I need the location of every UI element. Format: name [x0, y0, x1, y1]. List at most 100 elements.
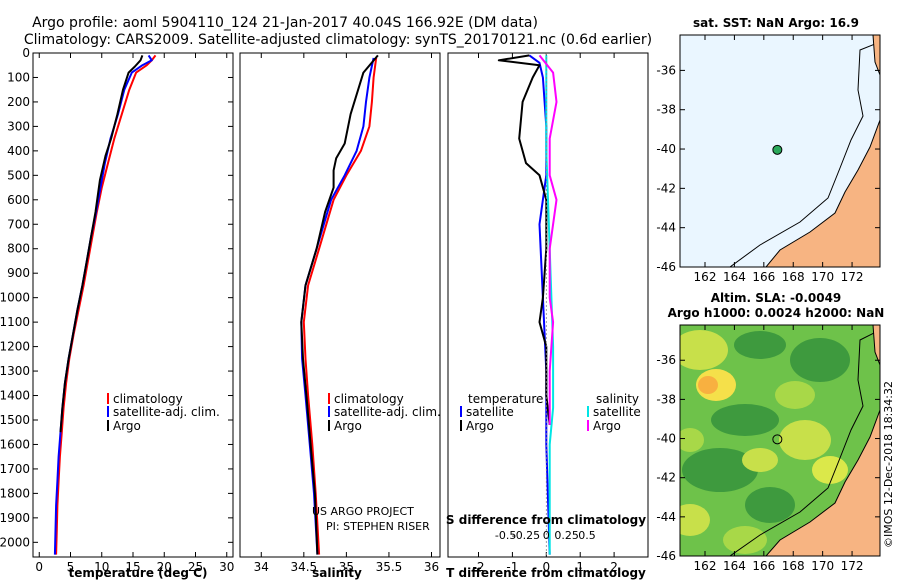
- x-tick-label: 10: [94, 560, 109, 574]
- legend-label-satellite: satellite-adj. clim.: [113, 405, 220, 419]
- x-tick-label: 1: [576, 560, 584, 574]
- depth-tick-label: 500: [7, 168, 30, 182]
- depth-tick-label: 1500: [0, 413, 30, 427]
- depth-tick-label: 700: [7, 217, 30, 231]
- legend-label-s-argo: Argo: [593, 419, 621, 433]
- depth-tick-label: 2000: [0, 535, 30, 549]
- legend-label-s-satellite: satellite: [593, 405, 641, 419]
- temperature-panel: 0100200300400500600700800900100011001200…: [0, 46, 648, 580]
- title-line-1: Argo profile: aoml 5904110_124 21-Jan-20…: [32, 15, 538, 31]
- legend-title-salinity: salinity: [596, 392, 639, 406]
- depth-tick-label: 1600: [0, 437, 30, 451]
- sla-field: [680, 325, 880, 556]
- x-tick-label: 15: [125, 560, 140, 574]
- s-difference-axis: -0.5-0.25 0 0.25 0.5: [495, 529, 596, 542]
- legend-title-temperature: temperature: [468, 392, 543, 406]
- depth-tick-label: 300: [7, 119, 30, 133]
- legend-label-t-satellite: satellite: [466, 405, 514, 419]
- x-tick-label: 36: [424, 560, 439, 574]
- series-line-argo: [300, 54, 379, 555]
- s-tick-label: -0.25: [512, 529, 540, 542]
- s-tick-label: 0.5: [578, 529, 596, 542]
- temperature-plot-frame: [32, 52, 234, 558]
- lon-tick-label: 172: [841, 270, 864, 284]
- depth-tick-label: 200: [7, 95, 30, 109]
- x-tick-label: 2: [610, 560, 618, 574]
- depth-tick-label: 1700: [0, 462, 30, 476]
- sla-map-title: Altim. SLA: -0.0049: [711, 291, 842, 305]
- sst-map-title: sat. SST: NaN Argo: 16.9: [693, 16, 859, 30]
- series-line-climatology: [302, 57, 378, 555]
- depth-tick-label: 400: [7, 144, 30, 158]
- lat-tick-label: -42: [656, 471, 676, 485]
- lon-tick-label: 162: [694, 559, 717, 573]
- salinity-axis: 34 34.5 35 35.5 36: [254, 53, 439, 574]
- s-tick-label: 0: [543, 529, 550, 542]
- temperature-axis-label: temperature (deg C): [69, 566, 208, 580]
- x-tick-label: -1: [506, 560, 518, 574]
- lon-tick-label: 170: [811, 270, 834, 284]
- lon-tick-label: 164: [723, 559, 746, 573]
- legend-label-t-argo: Argo: [466, 419, 494, 433]
- salinity-plot-frame: [239, 52, 441, 558]
- credit-pi: PI: STEPHEN RISER: [326, 520, 430, 533]
- x-tick-label: 0: [35, 560, 43, 574]
- difference-legend-salinity: salinity satellite Argo: [587, 392, 641, 433]
- x-tick-label: 25: [188, 560, 203, 574]
- legend-label-climatology: climatology: [334, 392, 404, 406]
- lat-tick-label: -38: [656, 392, 676, 406]
- sla-land-south-island: [765, 325, 880, 556]
- depth-tick-label: 1400: [0, 389, 30, 403]
- depth-tick-label: 0: [22, 46, 30, 60]
- x-tick-label: 34: [254, 560, 269, 574]
- lat-tick-label: -40: [656, 142, 676, 156]
- lat-tick-label: -42: [656, 181, 676, 195]
- difference-panel: -2 -1 0 1 2 -0.5-0.25 0 0.25 0.5 S difference f…: [446, 52, 649, 580]
- lon-tick-label: 164: [723, 270, 746, 284]
- depth-tick-label: 100: [7, 70, 30, 84]
- temperature-legend: climatology satellite-adj. clim. Argo: [107, 392, 220, 433]
- lat-tick-label: -44: [656, 221, 676, 235]
- series-line-s-argo: [538, 54, 558, 425]
- lon-tick-label: 172: [841, 559, 864, 573]
- float-position-marker: [772, 144, 783, 155]
- sla-map-frame: [679, 324, 881, 557]
- temperature-axis: 0 5 10 15 20 25 30: [35, 53, 234, 574]
- lon-tick-label: 168: [782, 559, 805, 573]
- title-line-2: Climatology: CARS2009. Satellite-adjuste…: [24, 32, 652, 48]
- credit-project: US ARGO PROJECT: [312, 505, 414, 518]
- sst-map-frame: [679, 34, 881, 268]
- lat-tick-label: -46: [656, 549, 676, 563]
- lat-tick-label: -44: [656, 510, 676, 524]
- s-tick-label: 0.25: [554, 529, 579, 542]
- x-tick-label: -2: [473, 560, 485, 574]
- sst-land-south-island: [765, 35, 880, 267]
- imos-timestamp: ©IMOS 12-Dec-2018 18:34:32: [882, 381, 895, 548]
- salinity-axis-label: salinity: [312, 566, 362, 580]
- x-tick-label: 20: [157, 560, 172, 574]
- lon-tick-label: 166: [752, 270, 775, 284]
- lat-tick-label: -40: [656, 432, 676, 446]
- sla-map-subtitle: Argo h1000: 0.0024 h2000: NaN: [668, 306, 885, 320]
- depth-tick-label: 1900: [0, 511, 30, 525]
- depth-tick-label: 1300: [0, 364, 30, 378]
- depth-tick-label: 600: [7, 193, 30, 207]
- depth-tick-label: 900: [7, 266, 30, 280]
- float-position-marker: [772, 434, 783, 445]
- lon-tick-label: 162: [694, 270, 717, 284]
- s-tick-label: -0.5: [495, 529, 516, 542]
- lon-tick-label: 168: [782, 270, 805, 284]
- series-line-argo: [59, 55, 144, 433]
- x-tick-label: 5: [67, 560, 75, 574]
- x-tick-label: 35.5: [376, 560, 403, 574]
- sla-map: Altim. SLA: -0.0049 Argo h1000: 0.0024 h…: [656, 291, 884, 573]
- t-difference-axis: -2 -1 0 1 2: [473, 53, 618, 574]
- lon-tick-label: 166: [752, 559, 775, 573]
- lon-tick-label: 170: [811, 559, 834, 573]
- t-difference-label: T difference from climatology: [446, 566, 646, 580]
- depth-tick-label: 1000: [0, 291, 30, 305]
- s-difference-label: S difference from climatology: [446, 513, 646, 527]
- x-tick-label: 0: [542, 560, 550, 574]
- legend-label-argo: Argo: [113, 419, 141, 433]
- x-tick-label: 34.5: [290, 560, 317, 574]
